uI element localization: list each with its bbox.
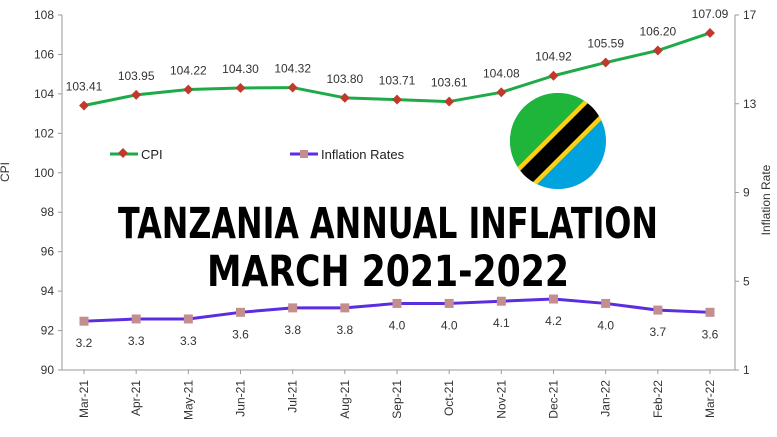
cpi-point [131,89,142,100]
x-tick-label: May-21 [181,380,195,420]
cpi-data-label: 104.22 [170,64,207,78]
right-tick-label: 5 [743,274,750,288]
cpi-data-label: 107.09 [692,7,729,21]
x-tick-label: Jul-21 [286,380,300,413]
left-axis-ticks: 90 92 94 96 98 100 102 104 106 108 [34,8,62,377]
cpi-point [235,83,246,93]
cpi-point [183,84,194,95]
inflation-point [236,307,245,317]
inflation-data-label: 3.6 [232,327,249,341]
cpi-point [339,92,350,103]
x-tick-label: Jun-21 [234,380,248,417]
cpi-data-label: 104.08 [483,66,520,80]
inflation-data-label: 3.7 [649,325,666,339]
inflation-point [444,298,454,308]
right-tick-label: 1 [743,363,750,377]
x-tick-label: Apr-21 [129,380,143,416]
cpi-point [705,27,715,38]
left-tick-label: 108 [34,8,54,22]
inflation-data-label: 4.0 [597,318,614,332]
inflation-point [601,298,611,308]
inflation-point [653,305,663,315]
left-axis-title: CPI [0,162,12,182]
chart-axes [61,15,736,371]
inflation-point [183,314,193,324]
inflation-point [705,307,715,317]
inflation-point [288,303,298,313]
legend-item-inflation: Inflation Rates [290,147,405,162]
inflation-data-label: 3.8 [284,323,301,337]
x-tick-label: Mar-21 [77,380,91,418]
headline-line-1: TANZANIA ANNUAL INFLATION [118,199,658,249]
inflation-data-label: 3.6 [702,327,719,341]
cpi-point [444,96,455,107]
right-axis-ticks: 1 5 9 13 17 [735,8,757,377]
left-tick-label: 104 [34,87,54,101]
x-axis-ticks: Mar-21 Apr-21 May-21 Jun-21 Jul-21 Aug-21 Sep-… [77,370,717,420]
cpi-data-label: 104.30 [222,62,259,76]
cpi-point [548,70,559,81]
left-tick-label: 94 [41,284,55,298]
legend: CPI Inflation Rates [110,147,405,162]
cpi-data-label: 103.95 [118,69,155,83]
left-tick-label: 100 [34,166,54,180]
headline-line-2: MARCH 2021-2022 [207,247,569,297]
cpi-data-label: 104.32 [274,62,311,76]
inflation-data-label: 3.8 [336,323,353,337]
x-tick-label: Feb-22 [651,380,665,418]
inflation-data-label: 3.3 [128,334,145,348]
inflation-data-label: 3.3 [180,334,197,348]
inflation-data-label: 3.2 [76,336,93,350]
x-tick-label: Oct-21 [442,380,456,416]
x-tick-label: Sep-21 [390,380,404,419]
cpi-data-label: 103.80 [326,72,363,86]
inflation-data-label: 4.0 [389,318,406,332]
legend-label-cpi: CPI [141,147,163,162]
cpi-point [496,87,507,98]
x-tick-label: Aug-21 [338,380,352,419]
inflation-data-label: 4.0 [441,318,458,332]
inflation-point [496,296,506,306]
inflation-point [79,316,89,326]
cpi-data-label: 104.92 [535,50,572,64]
left-tick-label: 98 [41,205,55,219]
cpi-data-label: 103.41 [66,80,103,94]
cpi-point [287,82,298,93]
cpi-data-label: 103.71 [379,74,416,88]
x-tick-label: Dec-21 [547,380,561,419]
left-tick-label: 96 [41,245,55,259]
legend-item-cpi: CPI [110,147,163,162]
x-tick-label: Jan-22 [599,380,613,417]
right-tick-label: 9 [743,186,750,200]
inflation-data-label: 4.2 [545,314,562,328]
cpi-point [600,57,611,68]
tanzania-flag-icon [510,93,606,189]
right-tick-label: 13 [743,97,757,111]
inflation-point [340,303,350,313]
left-tick-label: 106 [34,47,54,61]
inflation-point [549,294,558,304]
left-tick-label: 90 [41,363,55,377]
cpi-point [79,100,89,111]
left-tick-label: 102 [34,126,54,140]
inflation-point [392,298,402,308]
x-tick-label: Mar-22 [703,380,717,418]
left-tick-label: 92 [41,324,55,338]
legend-label-inflation: Inflation Rates [321,147,405,162]
cpi-data-label: 105.59 [587,37,624,51]
cpi-data-label: 103.61 [431,76,468,90]
right-axis-title: Inflation Rate [759,164,773,235]
cpi-point [652,45,663,56]
cpi-point [392,94,402,105]
right-tick-label: 17 [743,8,757,22]
cpi-data-label: 106.20 [639,25,676,39]
inflation-data-label: 4.1 [493,316,510,330]
x-tick-label: Nov-21 [494,380,508,419]
inflation-point [131,314,141,324]
chart-series: 103.41 103.95 104.22 104.30 104.32 103.80 103.… [66,7,729,350]
